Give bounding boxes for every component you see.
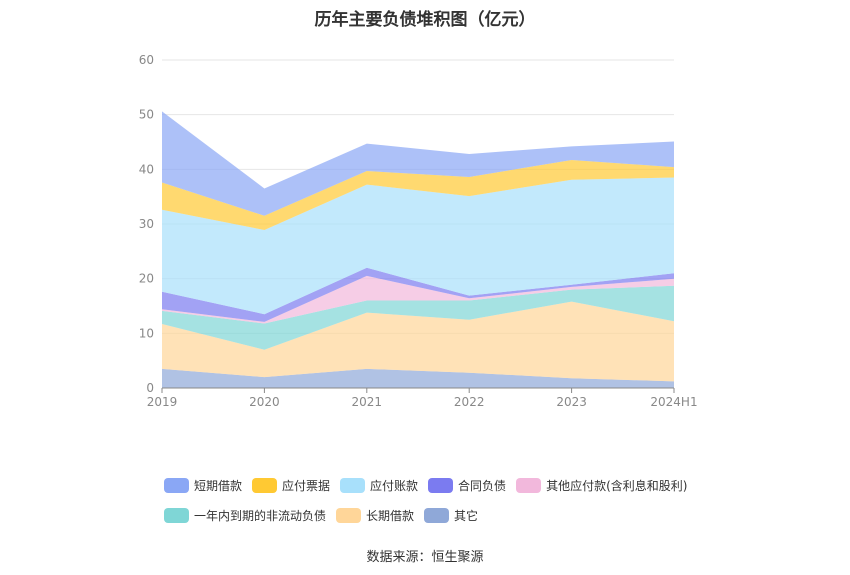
data-source: 数据来源：恒生聚源	[366, 550, 484, 565]
y-tick-label: 20	[139, 272, 154, 286]
y-tick-label: 10	[139, 326, 154, 340]
legend-label: 其他应付款(含利息和股利)	[546, 478, 688, 493]
legend-item[interactable]: 合同负债	[428, 477, 506, 494]
legend-swatch	[516, 477, 542, 493]
x-tick-label: 2024H1	[650, 395, 697, 409]
legend-label: 其它	[454, 508, 479, 523]
legend-row: 短期借款 应付票据 应付账款 合同负债 其他应付款(含利息和股利)	[164, 473, 724, 497]
y-tick-label: 0	[146, 381, 154, 395]
legend-item[interactable]: 长期借款	[336, 507, 414, 524]
legend-label: 长期借款	[366, 508, 415, 523]
legend-label: 合同负债	[458, 478, 507, 493]
chart-title: 历年主要负债堆积图（亿元）	[314, 10, 536, 30]
legend-item[interactable]: 短期借款	[164, 477, 242, 494]
y-tick-label: 30	[139, 217, 154, 231]
legend-item[interactable]: 应付账款	[340, 477, 418, 494]
area-应付账款	[162, 177, 674, 315]
legend-row: 一年内到期的非流动负债 长期借款 其它	[164, 503, 724, 527]
legend-swatch	[424, 507, 450, 523]
area-其他应付款(含利息和股利)	[162, 275, 674, 324]
area-其它	[162, 368, 674, 388]
legend-swatch	[336, 507, 362, 523]
legend-label: 一年内到期的非流动负债	[194, 508, 327, 523]
x-tick-label: 2023	[556, 395, 587, 409]
area-应付票据	[162, 160, 674, 230]
area-series	[162, 111, 674, 388]
area-短期借款	[162, 111, 674, 216]
legend-label: 应付账款	[370, 478, 419, 493]
legend: 短期借款 应付票据 应付账款 合同负债 其他应付款(含利息和股利) 一年内到期的非流动负…	[164, 473, 724, 533]
legend-label: 短期借款	[194, 478, 243, 493]
legend-swatch	[340, 477, 366, 493]
legend-item[interactable]: 一年内到期的非流动负债	[164, 507, 326, 524]
legend-item[interactable]: 应付票据	[252, 477, 330, 494]
legend-label: 应付票据	[282, 478, 331, 493]
y-tick-label: 60	[139, 53, 154, 67]
axes: 0 10 20 30 40 50 60 2019 2020 2021 2022 2023 2024H1	[139, 53, 698, 409]
y-tick-label: 40	[139, 162, 154, 176]
x-tick-label: 2020	[249, 395, 280, 409]
legend-item[interactable]: 其它	[424, 507, 478, 524]
x-tick-label: 2022	[454, 395, 485, 409]
area-长期借款	[162, 301, 674, 382]
legend-swatch	[428, 477, 454, 493]
x-tick-label: 2019	[147, 395, 178, 409]
area-一年内到期的非流动负债	[162, 285, 674, 350]
legend-item[interactable]: 其他应付款(含利息和股利)	[516, 477, 687, 494]
y-tick-label: 50	[139, 108, 154, 122]
legend-swatch	[164, 477, 189, 493]
legend-swatch	[164, 507, 189, 523]
x-tick-label: 2021	[352, 395, 383, 409]
area-合同负债	[162, 267, 674, 322]
legend-swatch	[252, 477, 278, 493]
